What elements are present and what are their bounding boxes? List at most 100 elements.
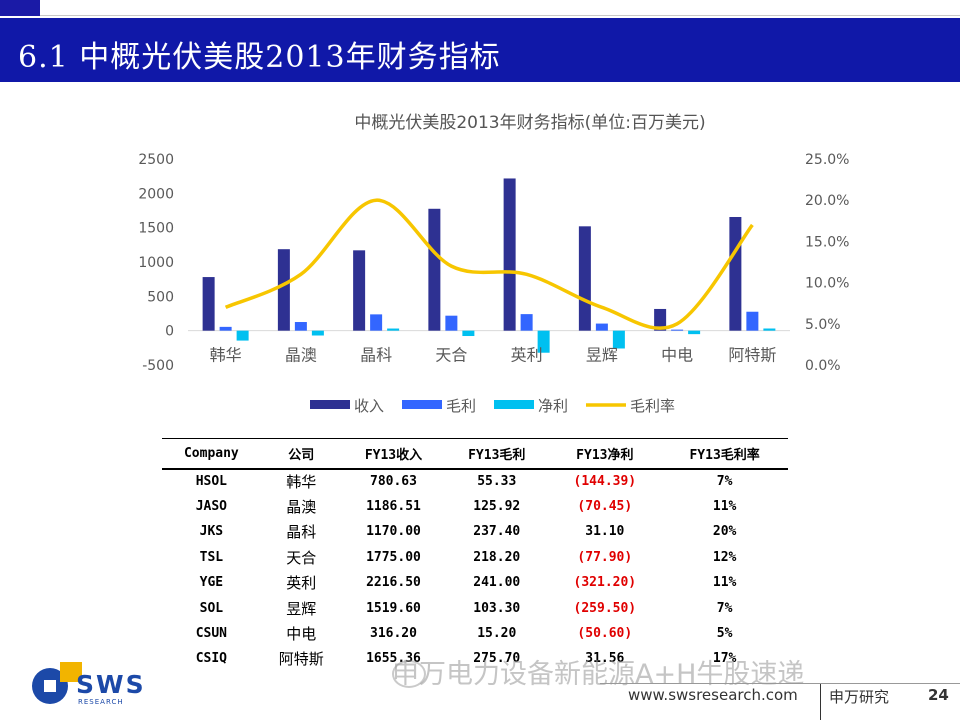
bar-净利-昱辉 bbox=[612, 330, 625, 349]
cell-revenue: 1170.00 bbox=[366, 524, 421, 540]
cell-margin: 20% bbox=[712, 524, 737, 540]
table-row: SOL 昱辉 1519.60 103.30 (259.50) 7% bbox=[162, 595, 788, 620]
cell-revenue: 1519.60 bbox=[366, 600, 421, 616]
legend-swatch-收入 bbox=[310, 400, 350, 409]
cell-margin: 11% bbox=[712, 499, 737, 515]
footer-separator bbox=[820, 684, 821, 720]
col-header-revenue: FY13收入 bbox=[341, 438, 446, 470]
table-row: HSOL 韩华 780.63 55.33 (144.39) 7% bbox=[162, 469, 788, 494]
x-category-label: 昱辉 bbox=[586, 346, 618, 365]
top-rule bbox=[40, 0, 960, 16]
cell-name: 昱辉 bbox=[286, 599, 317, 618]
cell-net: (70.45) bbox=[577, 499, 633, 515]
bar-毛利-晶科 bbox=[370, 314, 383, 331]
cell-gross: 125.92 bbox=[473, 499, 521, 515]
col-header-gross: FY13毛利 bbox=[445, 438, 549, 470]
table-row: YGE 英利 2216.50 241.00 (321.20) 11% bbox=[162, 570, 788, 595]
bar-收入-天合 bbox=[428, 208, 441, 331]
footer-url[interactable]: www.swsresearch.com bbox=[628, 686, 798, 704]
y-left-tick-label: -500 bbox=[142, 358, 174, 374]
bar-净利-晶科 bbox=[387, 328, 400, 331]
y-right-tick-label: 0.0% bbox=[805, 358, 841, 374]
bar-毛利-中电 bbox=[671, 329, 684, 331]
bar-毛利-韩华 bbox=[219, 326, 232, 331]
cell-net: (259.50) bbox=[573, 600, 637, 616]
table-header-row: Company 公司 FY13收入 FY13毛利 FY13净利 FY13毛利率 bbox=[162, 438, 788, 470]
legend-label-毛利: 毛利 bbox=[446, 397, 476, 415]
logo-text: SWS bbox=[76, 670, 146, 699]
y-left-tick-label: 1500 bbox=[138, 221, 174, 237]
y-right-tick-label: 25.0% bbox=[805, 152, 849, 168]
cell-ticker: JKS bbox=[199, 524, 224, 540]
cell-margin: 11% bbox=[712, 575, 737, 591]
x-category-label: 天合 bbox=[435, 346, 467, 365]
cell-ticker: CSIQ bbox=[195, 651, 228, 667]
top-accent-block bbox=[0, 0, 40, 16]
bar-毛利-阿特斯 bbox=[746, 311, 759, 331]
bar-毛利-昱辉 bbox=[595, 323, 608, 331]
col-header-name: 公司 bbox=[260, 438, 342, 470]
cell-margin: 7% bbox=[716, 474, 733, 490]
cell-net: (321.20) bbox=[573, 575, 637, 591]
cell-name: 中电 bbox=[286, 625, 317, 644]
col-header-margin: FY13毛利率 bbox=[661, 438, 788, 470]
wechat-icon bbox=[392, 660, 426, 688]
cell-net: (144.39) bbox=[573, 474, 637, 490]
table-row: JASO 晶澳 1186.51 125.92 (70.45) 11% bbox=[162, 494, 788, 519]
cell-margin: 12% bbox=[712, 549, 737, 565]
bar-收入-中电 bbox=[654, 308, 667, 331]
cell-net: 31.10 bbox=[585, 524, 625, 540]
cell-name: 阿特斯 bbox=[278, 650, 324, 669]
page-number: 24 bbox=[928, 686, 949, 704]
bar-净利-阿特斯 bbox=[763, 328, 776, 331]
legend-label-收入: 收入 bbox=[354, 397, 384, 415]
cell-revenue: 1775.00 bbox=[366, 549, 421, 565]
cell-ticker: SOL bbox=[199, 600, 224, 616]
cell-revenue: 316.20 bbox=[370, 626, 417, 642]
cell-ticker: YGE bbox=[199, 575, 224, 591]
cell-ticker: JASO bbox=[195, 499, 228, 515]
bar-净利-晶澳 bbox=[311, 330, 324, 336]
col-header-net: FY13净利 bbox=[548, 438, 662, 470]
cell-revenue: 2216.50 bbox=[366, 575, 421, 591]
cell-margin: 17% bbox=[712, 651, 737, 667]
table-row: JKS 晶科 1170.00 237.40 31.10 20% bbox=[162, 519, 788, 544]
x-category-label: 晶澳 bbox=[285, 346, 317, 365]
cell-revenue: 1186.51 bbox=[366, 499, 421, 515]
cell-gross: 15.20 bbox=[477, 626, 517, 642]
y-right-tick-label: 20.0% bbox=[805, 193, 849, 209]
cell-gross: 241.00 bbox=[473, 575, 521, 591]
cell-name: 晶澳 bbox=[286, 498, 317, 517]
y-left-tick-label: 0 bbox=[165, 324, 174, 340]
watermark-text: 申万电力设备新能源A+H牛股速递 bbox=[392, 659, 805, 690]
x-category-label: 英利 bbox=[511, 346, 543, 365]
table-row: CSIQ 阿特斯 1655.36 275.70 31.56 17% bbox=[162, 646, 788, 671]
line-series-毛利率 bbox=[224, 198, 754, 330]
chart-title: 中概光伏美股2013年财务指标(单位:百万美元) bbox=[354, 113, 705, 133]
bar-收入-阿特斯 bbox=[729, 216, 742, 331]
bar-收入-晶科 bbox=[353, 250, 366, 331]
bar-净利-英利 bbox=[537, 330, 550, 353]
x-category-label: 中电 bbox=[661, 346, 693, 365]
bar-净利-中电 bbox=[688, 330, 701, 335]
cell-gross: 55.33 bbox=[477, 474, 517, 490]
cell-net: 31.56 bbox=[585, 651, 625, 667]
logo-subtext: RESEARCH bbox=[78, 698, 124, 706]
logo-hole bbox=[44, 680, 56, 692]
table-body: HSOL 韩华 780.63 55.33 (144.39) 7% JASO 晶澳 1186.51… bbox=[162, 469, 788, 672]
cell-margin: 7% bbox=[716, 600, 733, 616]
cell-name: 天合 bbox=[286, 548, 317, 567]
legend-label-毛利率: 毛利率 bbox=[630, 397, 675, 415]
bar-收入-昱辉 bbox=[578, 226, 591, 331]
financial-table: Company 公司 FY13收入 FY13毛利 FY13净利 FY13毛利率 … bbox=[162, 438, 788, 672]
x-category-label: 晶科 bbox=[360, 346, 392, 365]
y-left-tick-label: 1000 bbox=[138, 255, 174, 271]
combo-chart: 中概光伏美股2013年财务指标(单位:百万美元) 2500 2000 1500 1000… bbox=[138, 113, 849, 415]
cell-name: 晶科 bbox=[286, 523, 317, 542]
bar-毛利-晶澳 bbox=[294, 322, 307, 331]
header-bar: 6.1 中概光伏美股2013年财务指标 bbox=[0, 18, 960, 82]
cell-net: (77.90) bbox=[577, 549, 633, 565]
table-row: CSUN 中电 316.20 15.20 (50.60) 5% bbox=[162, 621, 788, 646]
legend-swatch-净利 bbox=[494, 400, 534, 409]
col-header-company: Company bbox=[162, 438, 261, 470]
